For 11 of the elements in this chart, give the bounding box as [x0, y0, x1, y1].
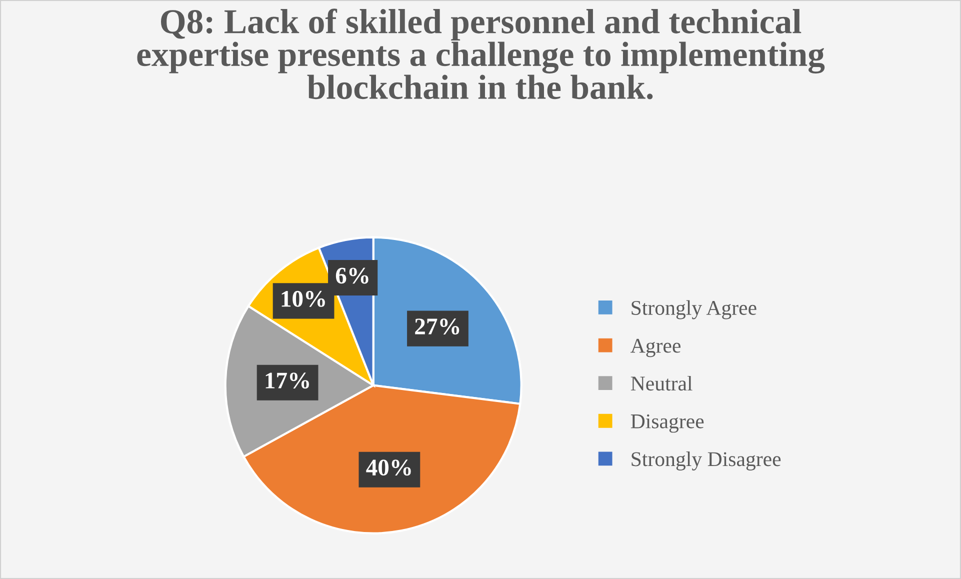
data-label: 17%	[266, 372, 309, 389]
data-label: 10%	[282, 290, 325, 307]
data-label: 6%	[336, 268, 368, 284]
legend-label: Neutral	[630, 376, 692, 391]
data-label: 40%	[366, 460, 411, 476]
legend-label: Strongly Agree	[632, 300, 756, 320]
data-label: 27%	[415, 318, 460, 335]
legend-label: Strongly Disagree	[632, 452, 781, 470]
legend-label: Disagree	[630, 414, 704, 433]
legend-label: Agree	[630, 338, 680, 358]
chart-title: Q8: Lack of skilled personnel and technical expertise presents a challenge to implementing blockchain in the bank.	[137, 8, 825, 100]
